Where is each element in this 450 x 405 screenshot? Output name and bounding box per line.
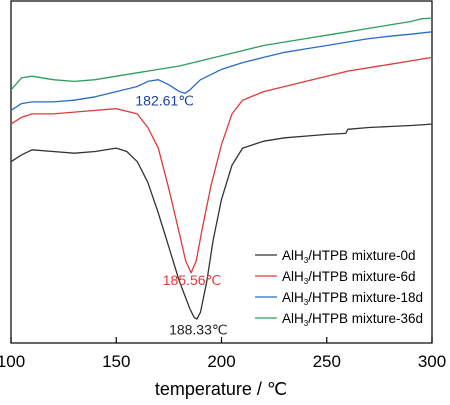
legend-subscript: 3 xyxy=(304,298,309,307)
legend-subscript: 3 xyxy=(304,319,309,328)
peak-label: 188.33℃ xyxy=(169,321,228,337)
legend-subscript: 3 xyxy=(304,277,309,286)
series-line-1 xyxy=(10,56,433,274)
x-axis: 100 150 200 250 300 xyxy=(0,337,446,371)
legend-subscript: 3 xyxy=(304,256,309,265)
legend-text-part: AlH xyxy=(282,290,304,305)
legend-entry: AlH3/HTPB mixture-36d xyxy=(282,311,423,328)
legend-text-part: /HTPB mixture-0d xyxy=(308,248,415,263)
legend-entry: AlH3/HTPB mixture-18d xyxy=(282,290,423,307)
legend-text-part: AlH xyxy=(282,311,304,326)
legend-text-part: AlH xyxy=(282,248,304,263)
x-tick-label: 150 xyxy=(102,352,130,371)
peak-annotations: 182.61℃ 185.56℃ 188.33℃ xyxy=(135,92,227,337)
legend-text-part: /HTPB mixture-36d xyxy=(308,311,423,326)
x-tick-label: 300 xyxy=(418,352,446,371)
x-tick-label: 200 xyxy=(207,352,235,371)
peak-label: 182.61℃ xyxy=(135,92,194,108)
legend-entry: AlH3/HTPB mixture-6d xyxy=(282,269,416,286)
series-line-2 xyxy=(10,31,433,111)
series-line-3 xyxy=(10,17,433,91)
x-axis-title: temperature / ℃ xyxy=(155,379,287,399)
legend-text-part: AlH xyxy=(282,269,304,284)
legend-text-part: /HTPB mixture-18d xyxy=(308,290,423,305)
series-line-0 xyxy=(10,123,433,320)
series-lines xyxy=(10,17,433,320)
x-tick-label: 100 xyxy=(0,352,25,371)
legend-entry: AlH3/HTPB mixture-0d xyxy=(282,248,416,265)
x-tick-label: 250 xyxy=(313,352,341,371)
legend-text-part: /HTPB mixture-6d xyxy=(308,269,415,284)
peak-label: 185.56℃ xyxy=(163,272,222,288)
